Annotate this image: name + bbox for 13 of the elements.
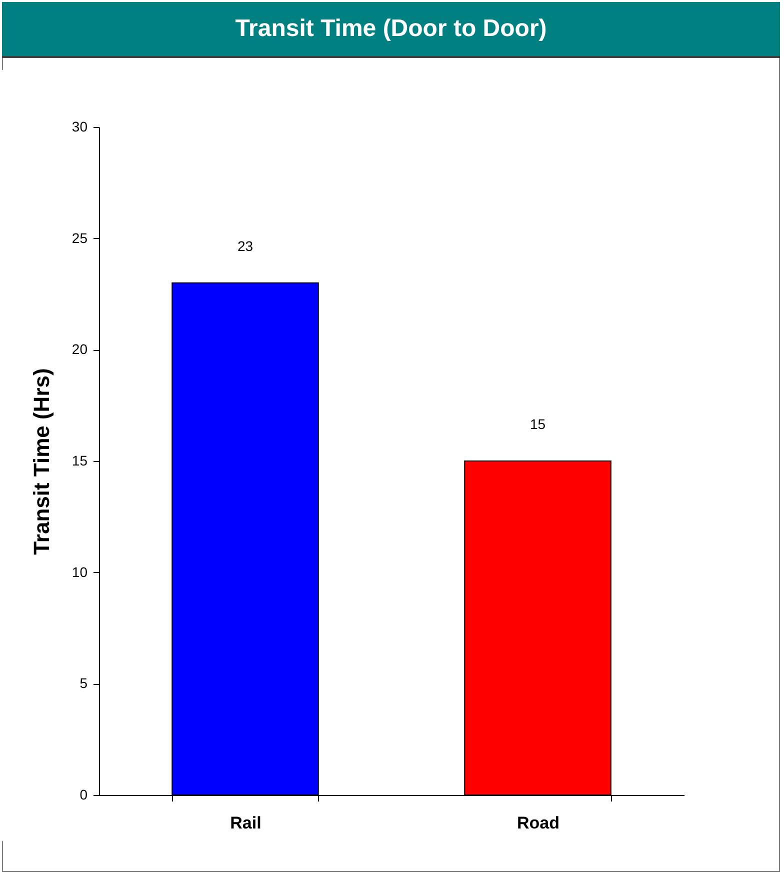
data-label: 23 [237,238,254,254]
y-tick-label: 0 [80,786,88,802]
y-axis-title: Transit Time (Hrs) [28,368,54,555]
y-tick-label: 20 [72,341,88,358]
y-tick-label: 15 [72,452,88,468]
y-tick-label: 5 [80,675,88,692]
y-tick-label: 30 [72,118,88,134]
y-tick-label: 25 [72,230,88,246]
chart-title: Transit Time (Door to Door) [2,2,780,58]
y-tick-label: 10 [72,564,88,580]
x-tick-label: Rail [230,814,262,832]
x-tick-label: Road [517,814,560,832]
data-label: 15 [530,416,546,432]
